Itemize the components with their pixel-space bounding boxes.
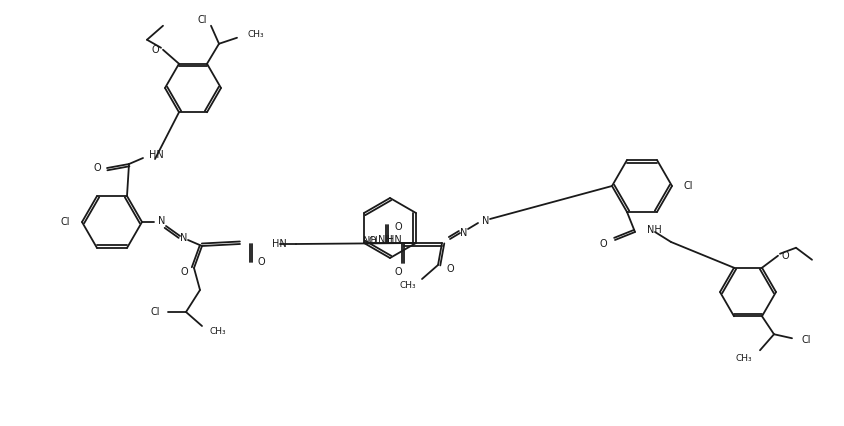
- Text: HN: HN: [387, 235, 402, 245]
- Text: O: O: [181, 267, 188, 277]
- Text: O: O: [394, 222, 402, 232]
- Text: N: N: [159, 216, 165, 226]
- Text: NH: NH: [647, 225, 662, 235]
- Text: NH: NH: [378, 235, 392, 245]
- Text: CH₃: CH₃: [735, 354, 752, 363]
- Text: O: O: [599, 239, 607, 249]
- Text: O: O: [394, 267, 402, 277]
- Text: Cl: Cl: [150, 307, 160, 317]
- Text: CH₃: CH₃: [210, 328, 227, 337]
- Text: O: O: [368, 236, 376, 246]
- Text: N: N: [482, 216, 490, 226]
- Text: Cl: Cl: [61, 217, 70, 227]
- Text: O: O: [94, 163, 101, 173]
- Text: N: N: [181, 233, 187, 243]
- Text: NH: NH: [363, 236, 378, 246]
- Text: Cl: Cl: [684, 181, 694, 191]
- Text: O: O: [258, 257, 266, 267]
- Text: N: N: [460, 228, 468, 238]
- Text: HN: HN: [149, 150, 164, 160]
- Text: CH₃: CH₃: [247, 30, 263, 39]
- Text: Cl: Cl: [197, 15, 207, 25]
- Text: O: O: [151, 45, 159, 55]
- Text: CH₃: CH₃: [399, 280, 416, 290]
- Text: O: O: [446, 264, 453, 274]
- Text: O: O: [782, 251, 790, 261]
- Text: Cl: Cl: [802, 335, 811, 345]
- Text: HN: HN: [272, 239, 287, 249]
